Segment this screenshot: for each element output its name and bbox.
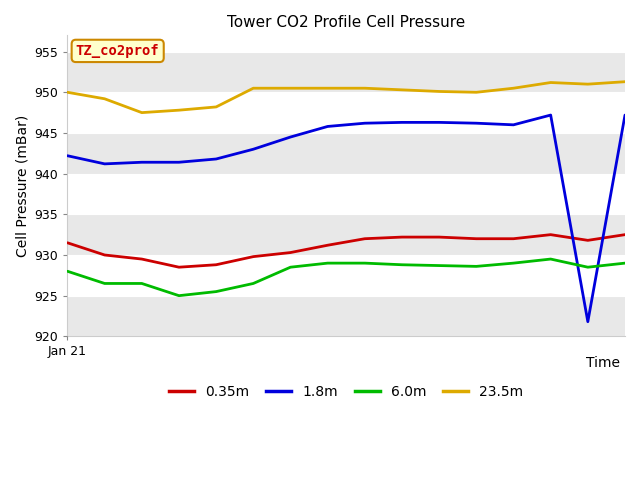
Text: TZ_co2prof: TZ_co2prof xyxy=(76,44,159,58)
Y-axis label: Cell Pressure (mBar): Cell Pressure (mBar) xyxy=(15,115,29,257)
Legend: 0.35m, 1.8m, 6.0m, 23.5m: 0.35m, 1.8m, 6.0m, 23.5m xyxy=(164,380,529,405)
Title: Tower CO2 Profile Cell Pressure: Tower CO2 Profile Cell Pressure xyxy=(227,15,465,30)
Bar xyxy=(67,133,625,174)
Bar xyxy=(67,296,625,336)
X-axis label: Time: Time xyxy=(586,356,620,370)
Bar xyxy=(67,214,625,255)
Bar xyxy=(67,52,625,92)
